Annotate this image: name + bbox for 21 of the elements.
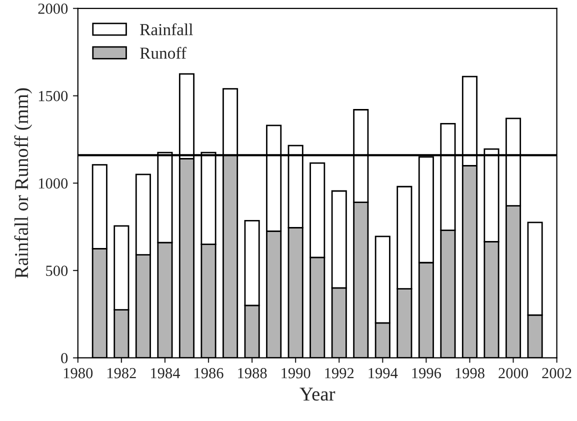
x-tick-label: 1986 xyxy=(194,368,224,378)
x-tick-label: 1988 xyxy=(238,368,267,378)
y-tick-label: 1500 xyxy=(38,90,68,102)
y-tick-label: 0 xyxy=(61,352,68,364)
x-tick-label: 1984 xyxy=(151,368,180,378)
y-tick-label: 500 xyxy=(46,266,68,276)
legend-label: Runoff xyxy=(140,46,186,59)
x-tick-label: 1982 xyxy=(108,368,136,378)
x-tick-label: 1996 xyxy=(412,368,442,378)
x-tick-label: 1994 xyxy=(368,368,398,378)
x-tick-label: 2002 xyxy=(542,368,572,378)
x-tick-label: 1990 xyxy=(282,368,310,378)
x-tick-label: 1992 xyxy=(325,368,354,378)
y-axis-title: Rainfall or Runoff (mm) xyxy=(14,88,32,278)
x-tick-label: 2000 xyxy=(498,368,528,378)
x-tick-label: 1980 xyxy=(64,368,93,378)
y-tick-label: 2000 xyxy=(38,4,68,14)
y-tick-label: 1000 xyxy=(38,178,68,189)
legend-label: Rainfall xyxy=(140,23,193,36)
x-tick-label: 1998 xyxy=(456,368,484,378)
x-axis-title: Year xyxy=(300,388,336,401)
